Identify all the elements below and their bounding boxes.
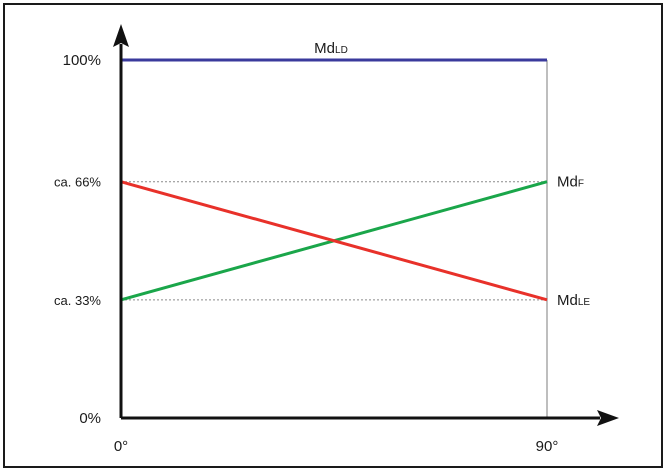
series-label-mdf: MdF xyxy=(557,174,584,191)
series-label-sub: LE xyxy=(578,297,591,308)
x-tick-label-1: 90° xyxy=(536,438,559,455)
grid-layer xyxy=(121,60,548,418)
series-line-mdle xyxy=(120,180,548,302)
chart-frame xyxy=(3,3,663,468)
y-tick-label-0: 0% xyxy=(79,410,101,427)
series-layer xyxy=(120,58,548,302)
series-label-sub: LD xyxy=(335,45,348,56)
series-label-main: Md xyxy=(557,174,578,191)
y-axis-arrow-icon xyxy=(113,24,129,47)
y-tick-label-2: ca. 66% xyxy=(54,175,101,190)
series-label-main: Md xyxy=(557,292,578,309)
series-label-mdle: MdLE xyxy=(557,292,590,309)
y-tick-label-1: ca. 33% xyxy=(54,293,101,308)
series-label-sub: F xyxy=(578,179,584,190)
axes-layer xyxy=(113,24,619,426)
series-label-mdld: MdLD xyxy=(314,40,348,57)
x-tick-label-0: 0° xyxy=(114,438,128,455)
y-tick-label-3: 100% xyxy=(63,52,101,69)
x-axis-arrow-icon xyxy=(597,410,619,426)
series-label-main: Md xyxy=(314,40,335,57)
